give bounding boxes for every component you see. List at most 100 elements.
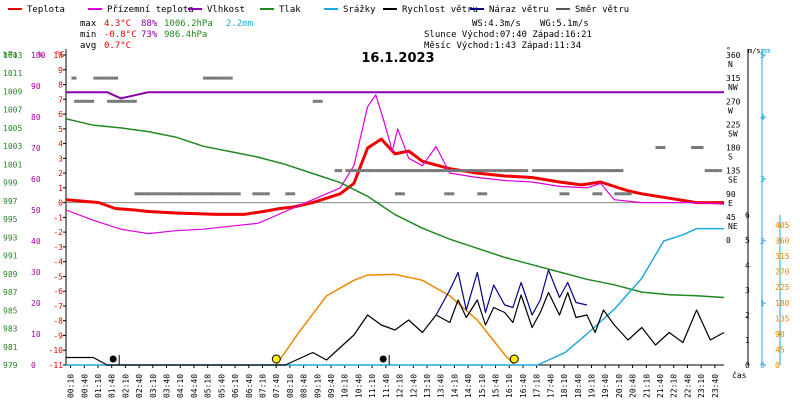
wind-direction-mark (218, 192, 221, 196)
legend-label-4: Srážky (343, 5, 376, 15)
wind-direction-mark (159, 192, 162, 196)
wind-direction-mark (459, 169, 462, 173)
wind-direction-mark (215, 76, 218, 80)
axis-pct-unit: % (38, 50, 43, 59)
wind-direction-mark (591, 169, 594, 173)
axis-ms-tick: 1 (745, 336, 750, 345)
axis-hpa-tick: 979 (3, 361, 18, 370)
wind-direction-mark (238, 192, 241, 196)
wind-direction-mark (446, 169, 450, 173)
axis-ms-tick: 3 (745, 286, 750, 295)
wind-direction-mark (257, 192, 260, 196)
legend-label-2: Vlhkost (207, 5, 245, 15)
wind-direction-mark (579, 169, 582, 173)
axis-temp-tick: -11 (49, 361, 64, 370)
x-tick-label: 17:40 (546, 374, 555, 398)
wind-direction-mark (399, 192, 403, 196)
wind-direction-mark (451, 169, 455, 173)
wind-direction-mark (449, 192, 452, 196)
axis-dir-unit: ° (726, 46, 731, 55)
axis-ms-unit: m/s (748, 47, 761, 55)
wind-direction-mark (203, 76, 206, 80)
axis-ms-tick: 4 (745, 261, 750, 270)
wind-direction-mark (154, 192, 157, 196)
axis-hpa-tick: 1009 (3, 87, 22, 96)
x-tick-label: 21:40 (656, 374, 665, 398)
axis-temp-tick: -10 (49, 346, 64, 355)
wind-direction-mark (171, 192, 175, 196)
wind-direction-mark (598, 169, 602, 173)
x-tick-label: 03:10 (149, 374, 158, 398)
wind-direction-mark (696, 146, 699, 149)
x-tick-label: 14:40 (464, 374, 473, 398)
wind-direction-mark (121, 99, 125, 103)
axis-temp-tick: 5 (58, 125, 63, 134)
wind-direction-mark (479, 192, 483, 196)
wind-direction-mark (144, 192, 147, 196)
wind-direction-mark (466, 169, 470, 173)
wind-direction-mark (320, 99, 323, 103)
wind-direction-mark (427, 169, 430, 173)
wind-direction-mark (503, 169, 507, 173)
wind-direction-mark (397, 192, 400, 196)
wind-direction-mark (429, 169, 432, 173)
wind-direction-mark (203, 192, 207, 196)
axis-hpa-tick: 1003 (3, 142, 22, 151)
stats-avg-temp: 0.7°C (104, 41, 131, 51)
wind-direction-mark (71, 76, 74, 80)
axes: hPa1013101110091007100510031001999997995… (3, 46, 790, 398)
axis-sun-tick: 0 (775, 361, 780, 370)
x-tick-label: 12:10 (396, 374, 405, 398)
wind-direction-mark (559, 169, 562, 173)
wind-direction-mark (476, 169, 479, 173)
wind-direction-mark (262, 192, 265, 196)
wind-direction-mark (446, 192, 450, 196)
wind-direction-mark (576, 169, 579, 173)
wind-direction-mark (176, 192, 179, 196)
wind-direction-mark (181, 192, 184, 196)
wind-direction-mark (518, 169, 521, 173)
axis-dir-compass: W (728, 106, 733, 115)
wind-direction-mark (569, 169, 572, 173)
wind-direction-mark (619, 192, 622, 196)
wind-direction-mark (439, 169, 442, 173)
axis-temp-tick: -1 (53, 213, 63, 222)
wind-direction-mark (611, 169, 614, 173)
wind-direction-mark (350, 169, 354, 173)
x-tick-label: 02:10 (121, 374, 130, 398)
series-Rychlost větru (66, 291, 725, 366)
wind-direction-mark (74, 76, 77, 80)
x-tick-label: 18:10 (560, 374, 569, 398)
axis-ms-tick: 2 (745, 311, 750, 320)
wind-direction-mark (188, 192, 192, 196)
wind-direction-mark (208, 76, 211, 80)
x-tick-label: 13:40 (437, 374, 446, 398)
wind-direction-mark (624, 192, 627, 196)
axis-dir-tick: 45 (726, 213, 736, 222)
wind-direction-mark (117, 99, 120, 103)
stats-max-hum: 88% (141, 19, 158, 29)
legend: Teplota Přízemní teplota Vlhkost Tlak Srážky… (8, 5, 629, 15)
wind-direction-mark (385, 169, 388, 173)
wind-direction-mark (107, 99, 110, 103)
wind-direction-mark (377, 169, 381, 173)
wind-direction-mark (561, 169, 565, 173)
x-tick-label: 15:10 (478, 374, 487, 398)
wind-direction-mark (508, 169, 511, 173)
wind-direction-mark (618, 169, 621, 173)
info-wg: WG:5.1m/s (540, 19, 589, 29)
axis-ms-tick: 6 (745, 211, 750, 220)
wind-direction-mark (698, 146, 701, 149)
wind-direction-mark (477, 192, 480, 196)
wind-direction-mark (707, 169, 710, 173)
wind-direction-mark (549, 169, 552, 173)
wind-direction-mark (367, 169, 371, 173)
axis-mm-unit: mm (762, 47, 770, 55)
wind-direction-mark (131, 99, 135, 103)
wind-direction-mark (412, 169, 415, 173)
wind-direction-mark (126, 99, 130, 103)
wind-direction-mark (315, 99, 318, 103)
wind-direction-mark (222, 76, 226, 80)
wind-direction-mark (691, 146, 694, 149)
